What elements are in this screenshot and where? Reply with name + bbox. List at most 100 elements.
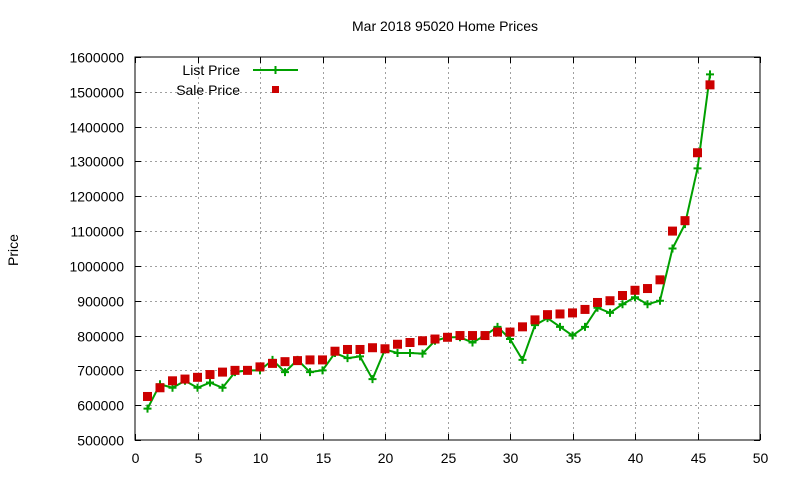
legend-marker-sale-price — [272, 86, 279, 93]
sale-price-point — [630, 285, 640, 295]
series-layer — [143, 70, 715, 413]
sale-price-point — [368, 343, 377, 353]
y-tick-label: 800000 — [77, 329, 124, 345]
sale-price-point — [155, 383, 165, 393]
sale-price-point — [143, 391, 152, 401]
sale-price-point — [405, 338, 415, 348]
x-tick-label: 35 — [566, 450, 582, 466]
list-price-point — [393, 348, 402, 357]
sale-price-point — [668, 226, 677, 236]
sale-price-point — [268, 358, 277, 368]
list-price-point — [643, 300, 652, 309]
sale-price-point — [568, 308, 577, 318]
y-tick-label: 500000 — [77, 433, 124, 449]
sale-price-point — [643, 284, 652, 294]
list-price-point — [693, 164, 702, 173]
list-price-point — [518, 355, 527, 364]
sale-price-point — [618, 291, 627, 301]
x-tick-label: 30 — [503, 450, 519, 466]
x-tick-label: 40 — [628, 450, 644, 466]
sale-price-point — [455, 331, 465, 341]
x-tick-label: 5 — [195, 450, 203, 466]
sale-price-point — [493, 327, 502, 337]
sale-price-point — [193, 372, 202, 382]
y-tick-label: 1200000 — [69, 189, 124, 205]
list-price-line — [146, 74, 711, 410]
y-tick-label: 700000 — [77, 363, 124, 379]
list-price-point — [306, 368, 314, 377]
list-price-point — [606, 308, 614, 317]
grid — [135, 57, 760, 440]
x-tick-label: 50 — [753, 450, 769, 466]
list-price-point — [206, 378, 214, 387]
sale-price-point — [230, 365, 240, 375]
sale-price-point — [255, 362, 265, 372]
y-tick-label: 1500000 — [69, 85, 124, 101]
y-tick-label: 1300000 — [69, 154, 124, 170]
sale-price-point — [518, 322, 527, 332]
x-tick-label: 10 — [253, 450, 269, 466]
list-price-point — [318, 366, 327, 375]
sale-price-point — [393, 339, 402, 349]
x-tick-label: 45 — [691, 450, 707, 466]
list-price-point — [556, 322, 564, 331]
x-tick-label: 0 — [132, 450, 140, 466]
list-price-point — [656, 296, 664, 305]
legend: List Price Sale Price — [176, 62, 298, 98]
sale-price-point — [543, 310, 552, 320]
sale-price-point — [505, 327, 515, 337]
sale-price-point — [605, 296, 615, 306]
sale-price-point — [680, 216, 690, 226]
sale-price-point — [555, 309, 565, 319]
list-price-point — [618, 300, 627, 309]
list-price-point — [343, 354, 352, 363]
sale-price-point — [380, 344, 390, 354]
list-price-point — [706, 70, 714, 79]
x-tick-label: 20 — [378, 450, 394, 466]
list-price-point — [581, 322, 589, 331]
sale-price-point — [293, 356, 302, 366]
sale-price-point — [655, 275, 665, 285]
sale-price-point — [430, 334, 440, 344]
list-price-point — [406, 348, 414, 357]
list-price-point — [418, 349, 427, 358]
sale-price-point — [530, 315, 540, 325]
chart-title: Mar 2018 95020 Home Prices — [352, 18, 538, 34]
sale-price-point — [318, 355, 327, 365]
y-tick-label: 900000 — [77, 294, 124, 310]
sale-price-point — [243, 365, 252, 375]
x-tick-label: 15 — [316, 450, 332, 466]
sale-price-point — [480, 331, 490, 341]
list-price-point — [218, 383, 227, 392]
sale-price-point — [693, 148, 702, 158]
sale-price-point — [280, 357, 290, 367]
sale-price-point — [468, 331, 477, 341]
sale-price-point — [168, 376, 177, 386]
sale-price-point — [580, 304, 590, 314]
y-tick-label: 1100000 — [71, 224, 125, 240]
y-tick-label: 600000 — [77, 398, 124, 414]
legend-label-list-price: List Price — [182, 62, 240, 78]
axis-ticks: 0 5 10 15 20 25 30 35 40 45 50 500000 600000 700000 80… — [69, 50, 768, 467]
sale-price-point — [180, 374, 190, 384]
sale-price-point — [355, 344, 365, 354]
list-price-point — [368, 375, 377, 384]
list-price-point — [568, 331, 577, 340]
sale-price-point — [418, 336, 427, 346]
list-price-point — [668, 244, 677, 253]
plot-frame — [134, 56, 761, 441]
legend-marker-list-price — [271, 66, 280, 74]
legend-label-sale-price: Sale Price — [176, 82, 240, 98]
y-tick-label: 1400000 — [69, 120, 124, 136]
y-tick-label: 1000000 — [69, 259, 124, 275]
sale-price-point — [705, 80, 715, 90]
y-tick-label: 1600000 — [69, 50, 124, 66]
y-axis-label: Price — [5, 234, 21, 266]
list-price-point — [193, 383, 202, 392]
sale-price-point — [593, 297, 602, 307]
list-price-point — [143, 404, 152, 413]
sale-price-point — [343, 344, 352, 354]
list-price-point — [281, 368, 289, 377]
sale-price-point — [305, 355, 315, 365]
